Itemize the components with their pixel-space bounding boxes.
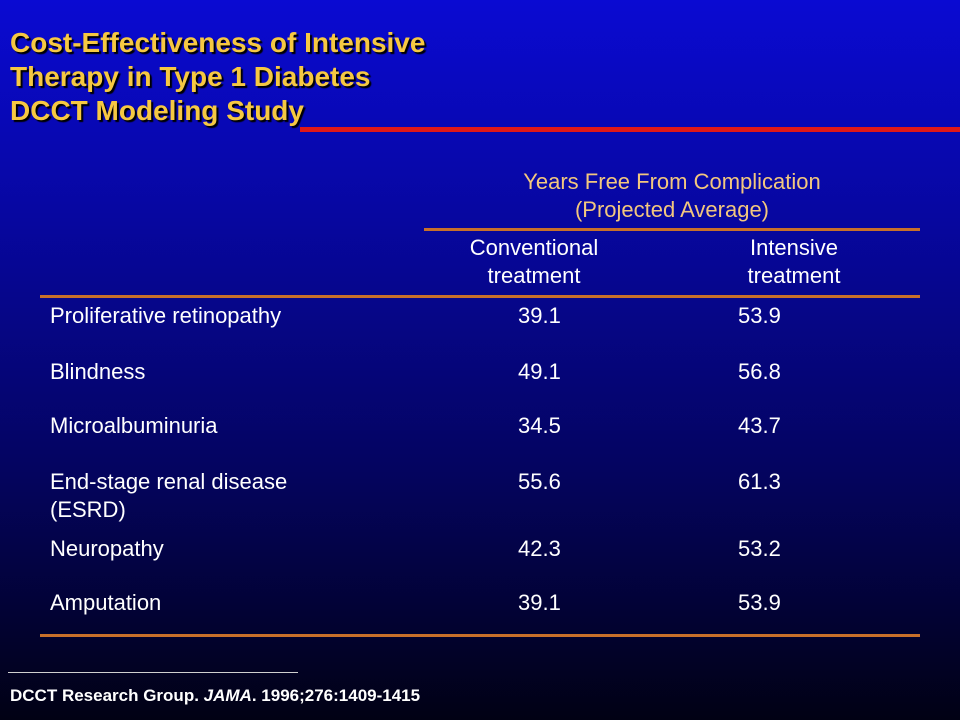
cell-intensive-microalbuminuria: 43.7 [738, 413, 781, 438]
table-group-header: Years Free From Complication (Projected … [424, 168, 920, 224]
footnote-divider [8, 672, 298, 673]
slide-title-line-1: Cost-Effectiveness of Intensive [10, 27, 426, 58]
row-label-amputation: Amputation [50, 590, 162, 615]
row-label-neuropathy: Neuropathy [50, 536, 164, 561]
title-accent-bar [300, 127, 960, 132]
row-label-esrd: End-stage renal disease (ESRD) [50, 469, 288, 522]
citation: DCCT Research Group. JAMA. 1996;276:1409… [10, 686, 420, 706]
cell-conventional-microalbuminuria: 34.5 [518, 413, 561, 438]
row-label-microalbuminuria: Microalbuminuria [50, 413, 218, 438]
slide-title-line-2: Therapy in Type 1 Diabetes [10, 61, 371, 92]
group-header-line-2: (Projected Average) [574, 197, 770, 222]
table-bottom-rule [40, 634, 920, 637]
column-header-conventional-line-2: treatment [487, 263, 581, 288]
cell-conventional-blindness: 49.1 [518, 359, 561, 384]
column-header-conventional-line-1: Conventional [469, 235, 599, 260]
column-header-intensive: Intensive treatment [684, 234, 904, 290]
slide-title: Cost-Effectiveness of Intensive Therapy … [10, 26, 425, 128]
cell-intensive-blindness: 56.8 [738, 359, 781, 384]
row-label-proliferative-retinopathy: Proliferative retinopathy [50, 303, 282, 328]
cell-conventional-amputation: 39.1 [518, 590, 561, 615]
citation-authors: DCCT Research Group. [10, 686, 199, 705]
group-header-rule [424, 228, 920, 231]
cell-intensive-neuropathy: 53.2 [738, 536, 781, 561]
column-header-conventional: Conventional treatment [424, 234, 644, 290]
citation-journal: JAMA [203, 686, 252, 705]
table-header-rule [40, 295, 920, 298]
cell-conventional-esrd: 55.6 [518, 469, 561, 494]
slide-title-line-3: DCCT Modeling Study [10, 95, 304, 126]
cell-conventional-neuropathy: 42.3 [518, 536, 561, 561]
cell-intensive-amputation: 53.9 [738, 590, 781, 615]
cell-conventional-proliferative-retinopathy: 39.1 [518, 303, 561, 328]
citation-details: . 1996;276:1409-1415 [251, 686, 421, 705]
column-header-intensive-line-1: Intensive [749, 235, 839, 260]
cell-intensive-esrd: 61.3 [738, 469, 781, 494]
row-label-blindness: Blindness [50, 359, 146, 384]
group-header-line-1: Years Free From Complication [523, 169, 821, 194]
column-header-intensive-line-2: treatment [747, 263, 841, 288]
cell-intensive-proliferative-retinopathy: 53.9 [738, 303, 781, 328]
